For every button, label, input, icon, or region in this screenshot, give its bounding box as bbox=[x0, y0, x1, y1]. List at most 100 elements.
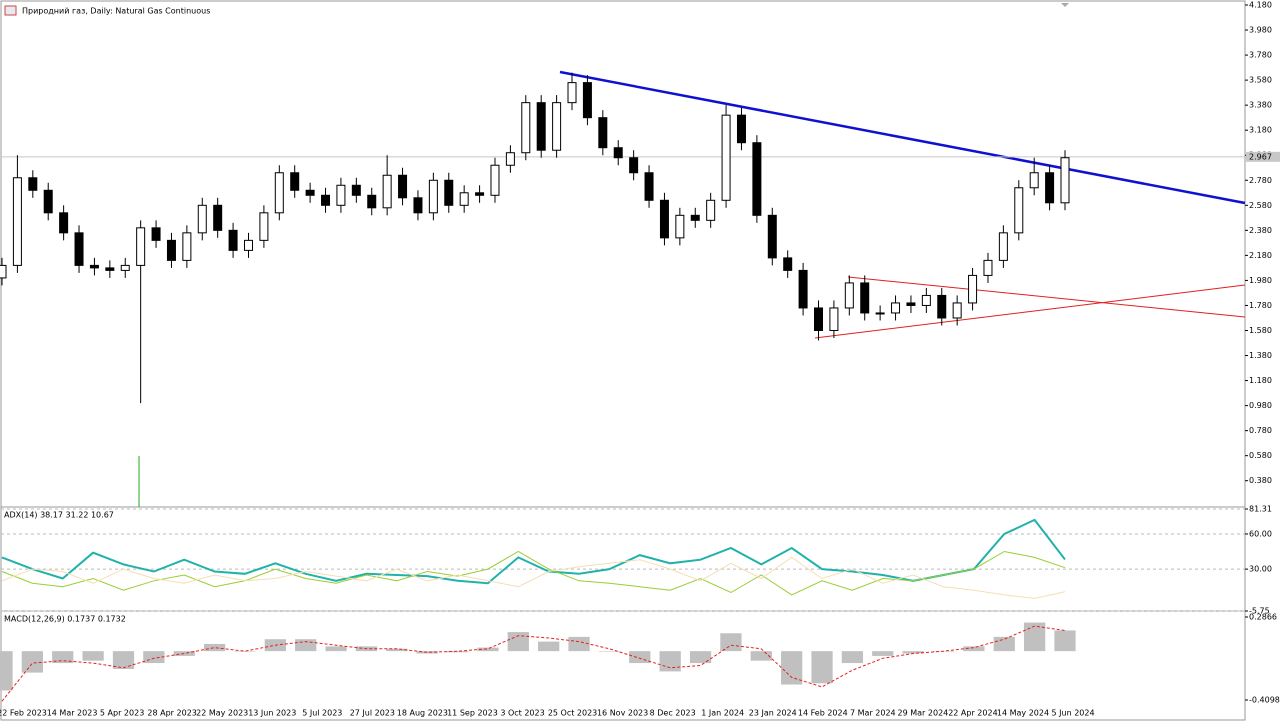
y-tick-label: 2.780 bbox=[1249, 176, 1272, 185]
y-tick-label: 1.180 bbox=[1249, 376, 1272, 385]
candle-body bbox=[459, 192, 469, 206]
histogram-bar bbox=[0, 651, 13, 691]
candle-body bbox=[998, 232, 1008, 261]
x-tick-label: 22 Feb 2023 bbox=[0, 709, 47, 718]
candle-body bbox=[613, 147, 623, 159]
histogram-bar bbox=[477, 647, 499, 652]
y-tick-label: 0.780 bbox=[1249, 426, 1272, 435]
x-tick-label: 5 Apr 2023 bbox=[100, 709, 144, 718]
candle-body bbox=[875, 312, 885, 315]
candle-body bbox=[321, 194, 331, 206]
x-tick-label: 22 Apr 2024 bbox=[948, 709, 997, 718]
candle-body bbox=[1060, 157, 1070, 204]
histogram-bar bbox=[203, 644, 226, 652]
y-tick-label: 0.380 bbox=[1249, 476, 1272, 485]
shift-marker bbox=[1061, 3, 1069, 7]
x-tick-label: 22 May 2023 bbox=[196, 709, 248, 718]
histogram-bar bbox=[52, 651, 74, 664]
x-tick-label: 14 May 2024 bbox=[997, 709, 1049, 718]
candle-body bbox=[983, 259, 993, 276]
candle-body bbox=[351, 184, 361, 196]
candle-body bbox=[398, 174, 408, 199]
histogram-bar bbox=[902, 651, 924, 654]
y-tick-label: 60.00 bbox=[1249, 529, 1272, 538]
x-tick-label: 16 Nov 2023 bbox=[597, 709, 648, 718]
candle-body bbox=[166, 239, 176, 261]
frame bbox=[0, 0, 1246, 721]
candle-body bbox=[274, 172, 284, 214]
histogram-bar bbox=[841, 651, 864, 664]
candle-body bbox=[105, 267, 115, 271]
y-tick-label: 30.00 bbox=[1249, 565, 1272, 574]
candle-body bbox=[829, 307, 839, 331]
histogram-bar bbox=[21, 651, 44, 673]
y-tick-label: 1.580 bbox=[1249, 326, 1272, 335]
y-tick-label: 0.2866 bbox=[1249, 612, 1277, 621]
histogram-bar bbox=[629, 651, 651, 664]
macd-title: MACD(12,26,9) 0.1737 0.1732 bbox=[4, 615, 126, 624]
histogram-bar bbox=[993, 636, 1015, 652]
histogram-bar bbox=[82, 651, 104, 661]
trendline bbox=[847, 276, 1246, 318]
histogram-bar bbox=[568, 636, 590, 652]
x-tick-label: 1 Jan 2024 bbox=[701, 709, 744, 718]
candle-body bbox=[844, 282, 854, 309]
histogram-bar bbox=[234, 651, 256, 652]
di-line bbox=[1, 550, 1066, 596]
y-tick-label: 3.980 bbox=[1249, 26, 1272, 35]
histogram-bar bbox=[872, 651, 894, 656]
chart-title: Природний газ, Daily: Natural Gas Contin… bbox=[22, 7, 210, 16]
histogram-bar bbox=[446, 651, 469, 653]
candle-body bbox=[197, 204, 207, 234]
histogram-bar bbox=[112, 651, 135, 670]
candle-body bbox=[89, 264, 99, 269]
candle-body bbox=[798, 269, 808, 309]
last-price-label: 2.967 bbox=[1249, 152, 1272, 161]
candle-body bbox=[151, 227, 161, 241]
signal-line bbox=[1, 625, 1066, 702]
candle-body bbox=[567, 82, 577, 104]
candle-body bbox=[644, 172, 654, 201]
candle-body bbox=[1014, 187, 1024, 234]
candle-body bbox=[968, 274, 978, 304]
y-tick-label: 3.380 bbox=[1249, 101, 1272, 110]
candle-body bbox=[752, 142, 762, 216]
x-tick-label: 5 Jun 2024 bbox=[1052, 709, 1095, 718]
y-tick-label: 4.180 bbox=[1249, 1, 1272, 10]
symbol-icon bbox=[4, 5, 17, 16]
y-tick-label: 2.180 bbox=[1249, 251, 1272, 260]
y-tick-label: 3.780 bbox=[1249, 51, 1272, 60]
candle-body bbox=[906, 302, 916, 306]
candle-body bbox=[783, 257, 793, 271]
candle-body bbox=[659, 199, 669, 239]
x-tick-label: 28 Apr 2023 bbox=[147, 709, 196, 718]
candle-body bbox=[475, 192, 485, 196]
histogram-bar bbox=[1023, 622, 1046, 652]
x-tick-label: 14 Mar 2023 bbox=[47, 709, 98, 718]
x-tick-label: 3 Oct 2023 bbox=[500, 709, 544, 718]
candle-body bbox=[582, 82, 592, 119]
candle-body bbox=[382, 174, 392, 209]
histogram-bar bbox=[598, 651, 621, 652]
candle-body bbox=[736, 114, 746, 144]
trendline bbox=[814, 284, 1246, 339]
candle-body bbox=[952, 302, 962, 319]
histogram-bar bbox=[386, 648, 408, 652]
x-tick-label: 23 Jan 2024 bbox=[749, 709, 797, 718]
candle-body bbox=[860, 282, 870, 314]
candle-body bbox=[552, 102, 562, 151]
candle-body bbox=[428, 179, 438, 214]
candle-body bbox=[290, 172, 300, 191]
histogram-bar bbox=[295, 639, 317, 652]
candle-body bbox=[136, 227, 146, 266]
candle-body bbox=[629, 157, 639, 174]
histogram-bar bbox=[811, 651, 833, 684]
x-tick-label: 25 Oct 2023 bbox=[548, 709, 597, 718]
x-tick-label: 29 Mar 2024 bbox=[898, 709, 949, 718]
y-tick-label: -5.75 bbox=[1249, 607, 1270, 616]
candle-body bbox=[12, 177, 22, 266]
y-tick-label: 3.180 bbox=[1249, 126, 1272, 135]
candle-body bbox=[367, 194, 377, 209]
